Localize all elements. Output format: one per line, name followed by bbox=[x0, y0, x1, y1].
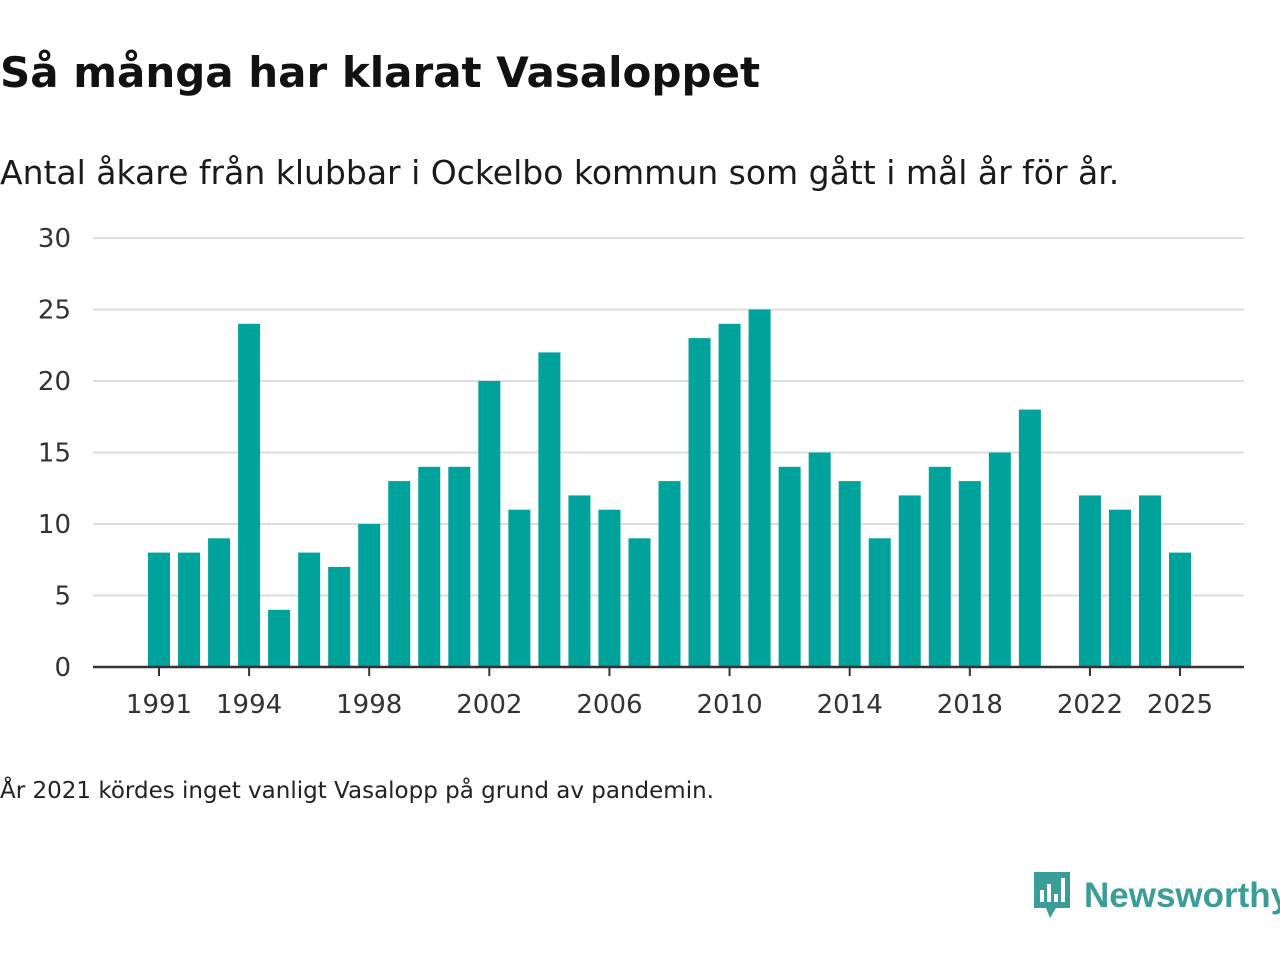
bar-2002 bbox=[478, 381, 501, 667]
x-tick-label: 1991 bbox=[126, 690, 192, 720]
bar-2015 bbox=[868, 538, 891, 667]
y-tick-label: 0 bbox=[54, 653, 71, 683]
bar-2025 bbox=[1169, 552, 1192, 667]
x-tick-label: 2002 bbox=[456, 690, 522, 720]
bar-2023 bbox=[1108, 509, 1131, 667]
y-axis-ticks: 0 5 10 15 20 25 30 bbox=[38, 224, 71, 683]
x-tick-label: 2014 bbox=[817, 690, 883, 720]
bar-2000 bbox=[418, 466, 441, 667]
bar-2007 bbox=[628, 538, 651, 667]
grid-lines bbox=[93, 237, 1244, 597]
chart-title: Så många har klarat Vasaloppet bbox=[0, 48, 761, 97]
bar-2024 bbox=[1138, 495, 1161, 667]
bar-2013 bbox=[808, 452, 831, 667]
bar-1991 bbox=[148, 552, 170, 667]
bar-2014 bbox=[838, 481, 861, 667]
bar-2018 bbox=[958, 481, 981, 667]
bar-1993 bbox=[208, 538, 231, 667]
x-tick-label: 1998 bbox=[336, 690, 402, 720]
x-tick-label: 2022 bbox=[1057, 690, 1123, 720]
x-axis-ticks: 1991 1994 1998 2002 2006 2010 2014 2018 2022 2025 bbox=[126, 667, 1213, 720]
bar-2012 bbox=[778, 466, 801, 667]
bar-1995 bbox=[268, 609, 291, 667]
bar-series bbox=[148, 309, 1192, 667]
y-tick-label: 20 bbox=[38, 367, 71, 397]
bar-2019 bbox=[988, 452, 1011, 667]
x-tick-label: 2010 bbox=[696, 690, 762, 720]
bar-2020 bbox=[1018, 409, 1041, 667]
brand-logo: Newsworthy bbox=[1032, 870, 1280, 922]
newsworthy-logo-icon bbox=[1034, 872, 1070, 918]
bar-2003 bbox=[508, 509, 531, 667]
bar-2006 bbox=[598, 509, 621, 667]
x-tick-label: 1994 bbox=[216, 690, 282, 720]
bar-2005 bbox=[568, 495, 591, 667]
y-tick-label: 25 bbox=[38, 296, 71, 326]
bar-2016 bbox=[898, 495, 921, 667]
bar-2017 bbox=[928, 466, 951, 667]
bar-1994 bbox=[238, 323, 261, 667]
bar-1996 bbox=[298, 552, 321, 667]
bar-1997 bbox=[328, 566, 351, 667]
bar-2011 bbox=[748, 309, 771, 667]
bar-1999 bbox=[388, 481, 411, 667]
x-tick-label: 2025 bbox=[1147, 690, 1213, 720]
x-tick-label: 2006 bbox=[576, 690, 642, 720]
bar-2022 bbox=[1078, 495, 1101, 667]
bar-1992 bbox=[178, 552, 201, 667]
y-tick-label: 5 bbox=[54, 582, 71, 612]
bar-1998 bbox=[358, 524, 381, 667]
bar-2001 bbox=[448, 466, 471, 667]
y-tick-label: 15 bbox=[38, 439, 71, 469]
x-tick-label: 2018 bbox=[937, 690, 1003, 720]
footnote: År 2021 kördes inget vanligt Vasalopp på… bbox=[0, 778, 714, 804]
chart-subtitle: Antal åkare från klubbar i Ockelbo kommu… bbox=[0, 153, 1120, 192]
bar-2008 bbox=[658, 481, 681, 667]
y-tick-label: 30 bbox=[38, 224, 71, 254]
bar-2010 bbox=[718, 323, 741, 667]
y-tick-label: 10 bbox=[38, 510, 71, 540]
brand-name: Newsworthy bbox=[1084, 876, 1280, 915]
bar-2009 bbox=[688, 338, 711, 667]
bar-2004 bbox=[538, 352, 561, 667]
